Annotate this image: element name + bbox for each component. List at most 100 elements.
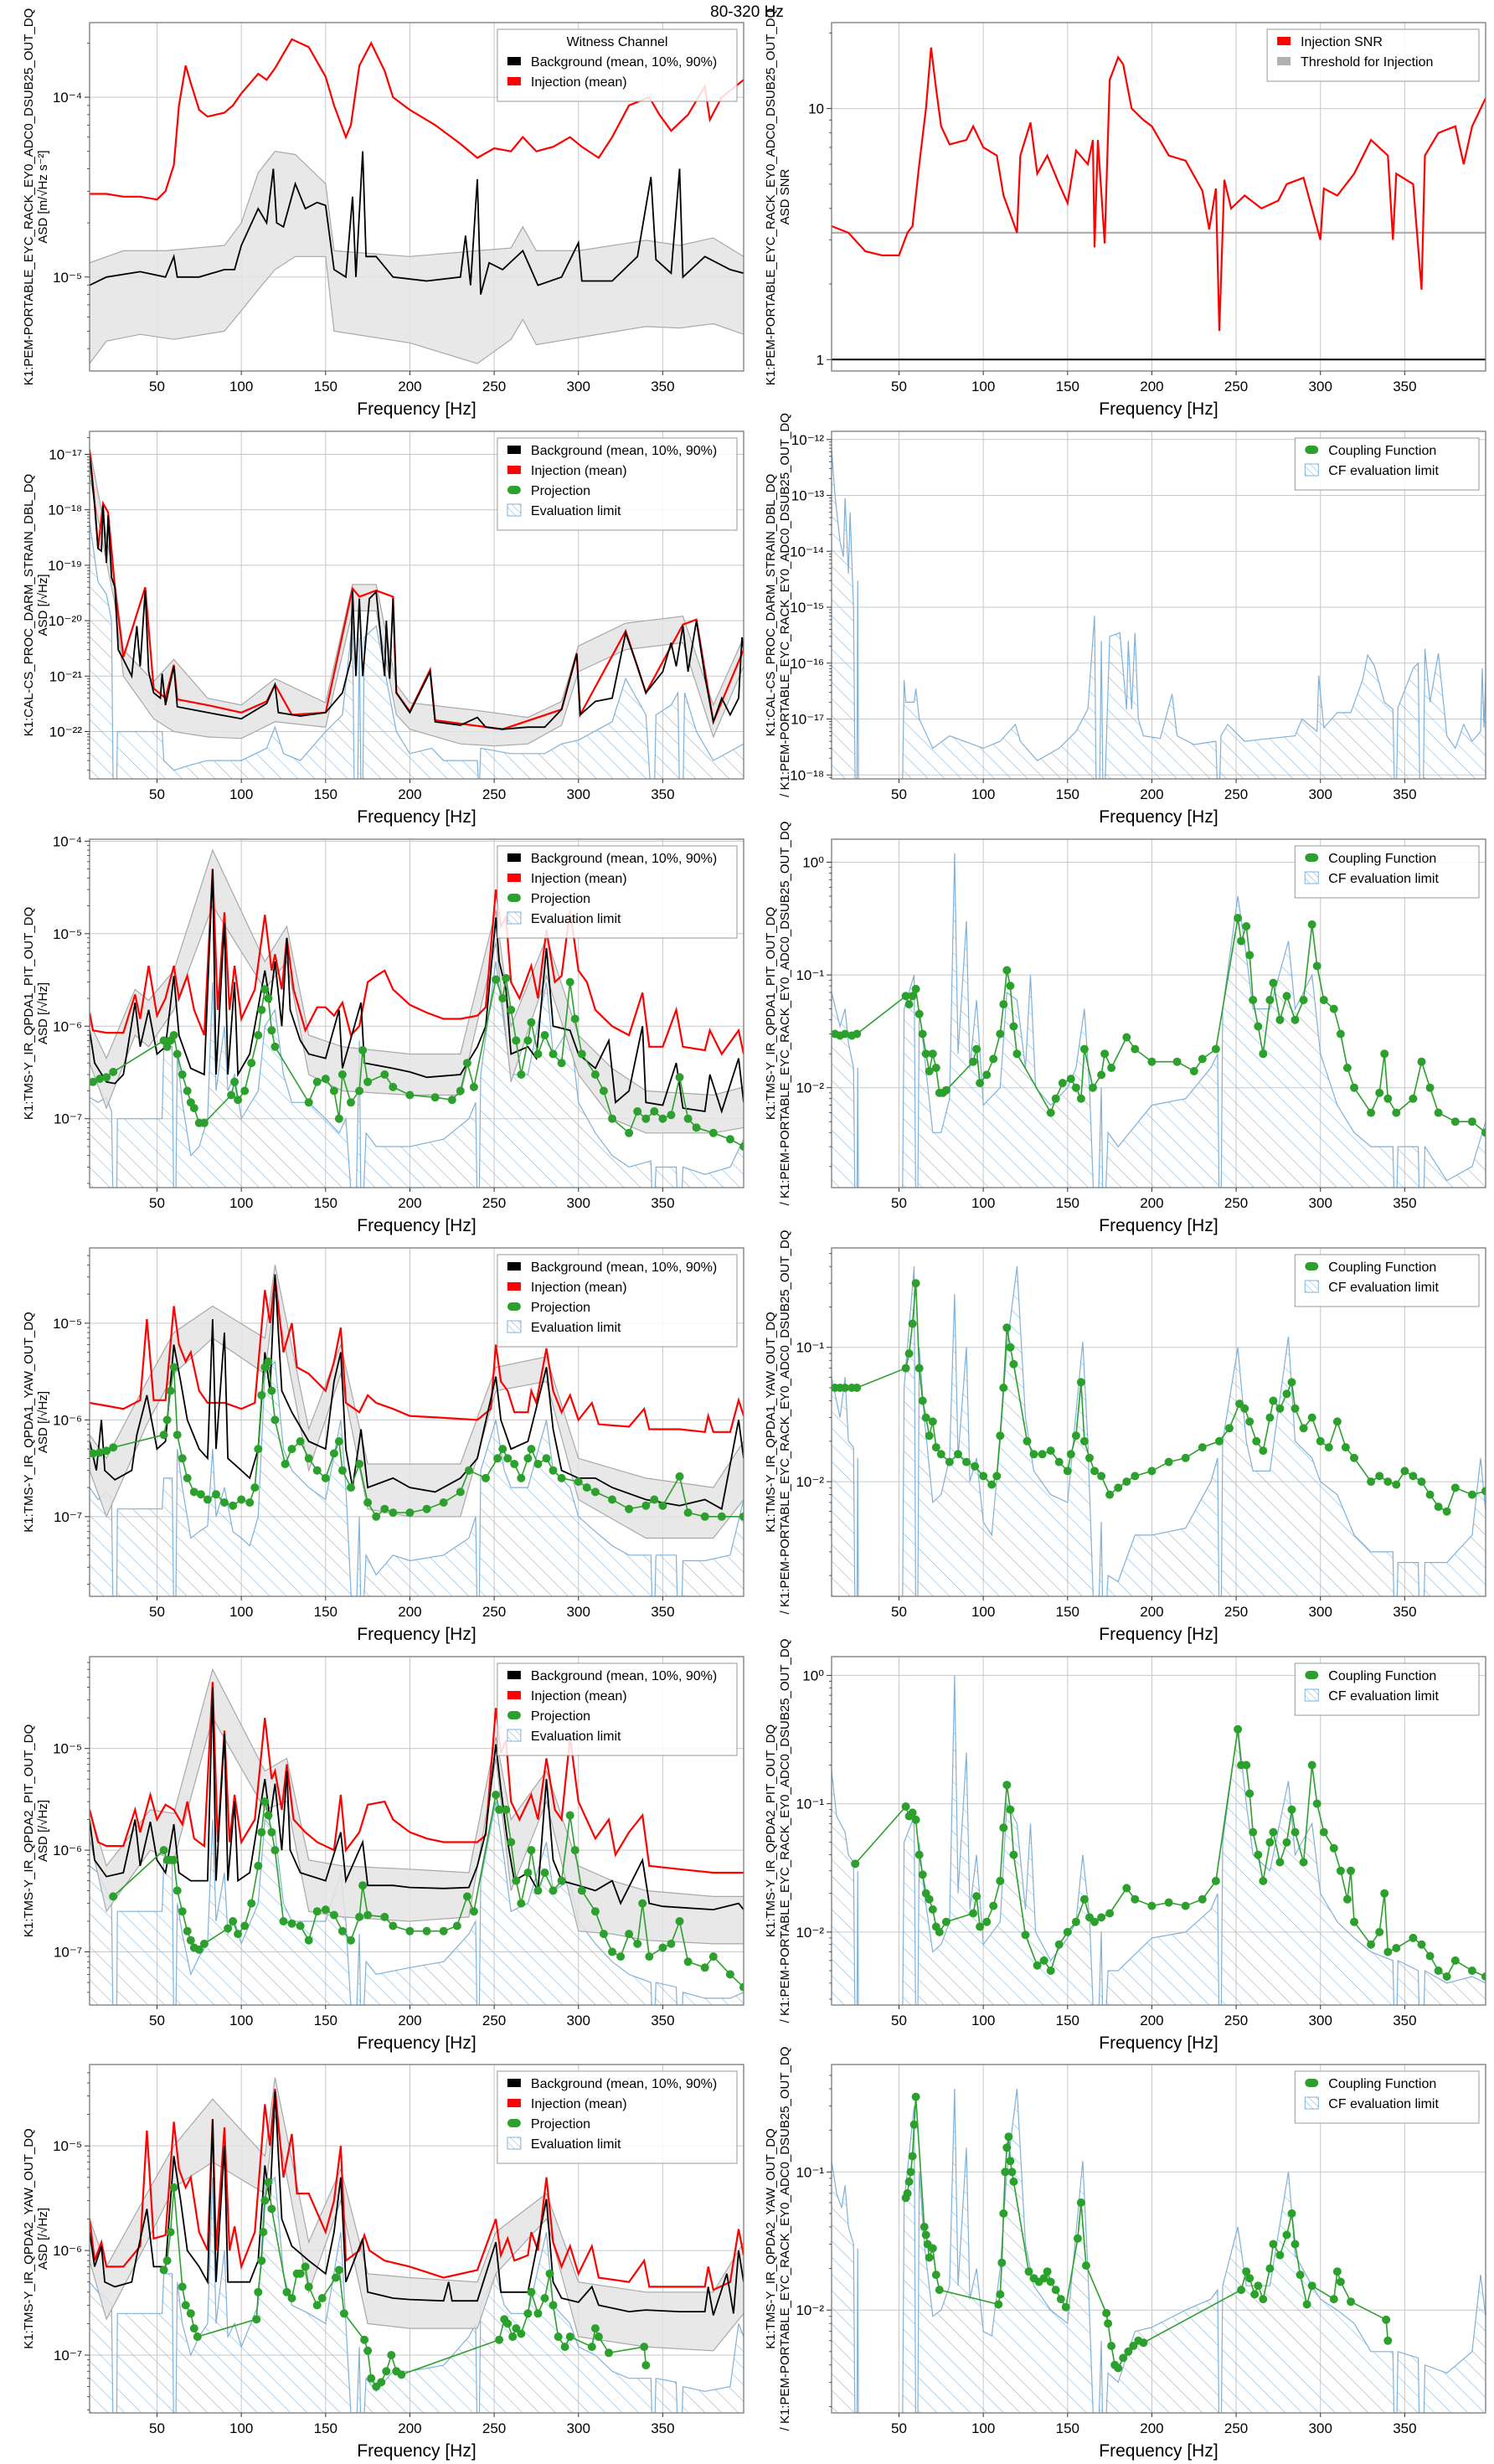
x-tick-label: 350 [651, 2420, 674, 2436]
data-point [992, 1472, 1002, 1481]
data-point [590, 2324, 600, 2333]
data-point [683, 1508, 693, 1518]
legend-label: Projection [531, 484, 590, 498]
x-axis-label: Frequency [Hz] [1099, 1216, 1218, 1235]
data-point [545, 2269, 554, 2278]
legend-label: Injection SNR [1301, 35, 1383, 49]
data-point [1347, 2297, 1355, 2307]
x-tick-label: 100 [229, 1195, 253, 1211]
x-tick-label: 350 [651, 1604, 674, 1620]
legend-label: Injection (mean) [531, 1281, 627, 1295]
x-tick-label: 150 [314, 1195, 337, 1211]
x-tick-label: 300 [1309, 379, 1332, 394]
data-point [640, 2343, 649, 2352]
evaluation-limit-hatch [832, 1675, 1486, 2005]
data-point [608, 1947, 616, 1956]
data-point [1342, 1064, 1352, 1072]
legend-box [497, 845, 738, 939]
legend-label: Threshold for Injection [1301, 55, 1433, 70]
data-point [921, 1413, 930, 1422]
data-point [608, 1114, 616, 1123]
data-point [1172, 1057, 1182, 1066]
x-tick-label: 250 [1224, 2013, 1248, 2028]
data-point [1367, 1940, 1376, 1949]
legend: Coupling Function CF evaluation limit [1294, 1254, 1480, 1307]
data-point [1054, 1457, 1064, 1467]
legend: Witness Channel Background (mean, 10%, 90… [497, 28, 738, 102]
y-axis-label-line: ASD [/√Hz] [36, 1391, 50, 1453]
legend-hatch-swatch [507, 2137, 522, 2150]
data-point [1287, 1805, 1296, 1814]
legend-label: Injection (mean) [531, 464, 627, 478]
data-point [372, 1512, 381, 1521]
data-point [260, 2196, 270, 2205]
x-tick-label: 50 [149, 786, 165, 802]
data-point [1237, 936, 1246, 946]
data-point [1139, 2338, 1148, 2348]
data-point [189, 1487, 198, 1497]
data-point [999, 1823, 1008, 1833]
projection-series [109, 1791, 744, 1992]
data-point [1282, 992, 1291, 1001]
data-point [1434, 1108, 1443, 1117]
data-point [903, 2188, 912, 2198]
data-point [1073, 2234, 1082, 2243]
projection-series [90, 974, 744, 1151]
data-point [1131, 1044, 1140, 1054]
data-point [422, 1926, 431, 1936]
data-point [1242, 922, 1251, 930]
data-point [355, 1912, 364, 1921]
y-tick-label: 10⁻¹³ [791, 488, 825, 504]
data-point [641, 1114, 651, 1123]
data-point [1383, 1094, 1393, 1103]
data-point [230, 1077, 240, 1086]
data-point [1033, 1961, 1042, 1970]
data-point [1090, 1917, 1099, 1926]
x-tick-label: 250 [482, 2420, 506, 2436]
data-point [498, 1445, 507, 1454]
data-point [1245, 1789, 1254, 1798]
data-point [1147, 1057, 1157, 1066]
data-point [229, 1917, 238, 1925]
data-point [523, 1036, 533, 1045]
legend-swatch [1277, 57, 1291, 65]
data-point [517, 2329, 526, 2338]
data-point [918, 1396, 927, 1405]
axes-frame [831, 1247, 1486, 1597]
data-point [1275, 1015, 1285, 1024]
data-point [1006, 2157, 1015, 2166]
data-point [1307, 1413, 1316, 1422]
data-point [363, 1077, 373, 1086]
data-point [194, 1945, 203, 1954]
data-point [264, 2178, 273, 2187]
data-point [1332, 2267, 1342, 2276]
x-tick-label: 350 [1393, 2420, 1416, 2436]
y-axis-label-line: ASD [/√Hz] [36, 1800, 50, 1862]
data-point [462, 1892, 471, 1901]
legend-swatch [1277, 37, 1291, 45]
x-tick-label: 350 [1393, 2013, 1416, 2028]
y-axis-label-line: / K1:PEM-PORTABLE_EYC_RACK_EY0_ADC0_DSUB… [778, 1639, 792, 2023]
x-tick-label: 50 [891, 2013, 907, 2028]
data-point [1066, 1075, 1075, 1084]
data-point [1269, 978, 1278, 987]
coupling-series [901, 2092, 1393, 2373]
data-point [169, 1363, 178, 1372]
data-point [329, 1086, 338, 1095]
data-point [533, 1886, 543, 1895]
injection-line [90, 450, 744, 730]
data-point [1107, 2342, 1116, 2350]
data-point [267, 1026, 276, 1035]
y-tick-label: 10⁻⁷ [54, 1945, 82, 1961]
coupling-series [832, 914, 1486, 1137]
data-point [1002, 1781, 1012, 1790]
x-tick-label: 200 [398, 2420, 421, 2436]
figure-title: 80-320 Hz [710, 3, 784, 21]
data-point [1250, 2290, 1260, 2299]
x-axis-label: Frequency [Hz] [1099, 399, 1218, 419]
data-point [700, 1512, 709, 1521]
data-point [931, 1064, 940, 1072]
data-point [979, 1472, 988, 1481]
data-point [1409, 1933, 1418, 1942]
